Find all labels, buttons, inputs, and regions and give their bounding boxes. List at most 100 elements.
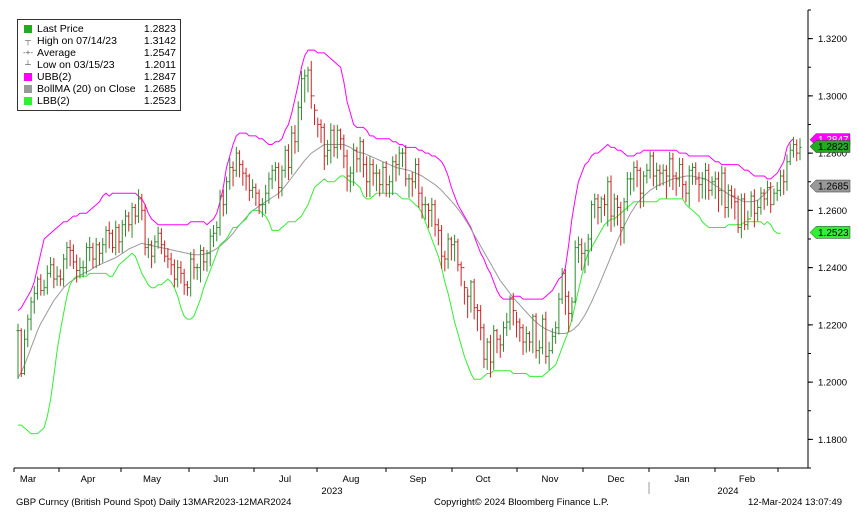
ohlc-bar [518,318,522,342]
ohlc-bar [189,251,193,297]
ohlc-bar [765,180,769,206]
ohlc-bar [270,164,274,190]
x-month-label: Dec [608,474,625,485]
ohlc-bar [342,134,346,169]
ohlc-bar [52,257,56,289]
ohlc-bar [348,166,352,193]
ohlc-bar [638,167,642,209]
ohlc-bar [599,196,603,223]
y-tick-label: 1.2800 [818,149,847,160]
ohlc-bar [81,260,85,278]
legend-label: Last Price [37,23,84,35]
ohlc-bar [661,164,665,186]
ohlc-bar [466,287,470,319]
ohlc-bar [648,151,652,179]
ohlc-bar [795,139,799,162]
ohlc-bar [195,263,199,280]
ohlc-bar [769,182,773,213]
ohlc-bar [400,147,404,168]
ohlc-bar [218,189,222,236]
ohlc-bar [625,172,629,211]
ohlc-bar [68,239,72,267]
ohlc-bar [717,171,721,213]
ohlc-bar [475,303,479,332]
ohlc-bar [573,240,577,304]
ohlc-bar [231,161,235,187]
ohlc-bar [505,312,509,337]
ohlc-bar [23,329,27,375]
ohlc-bar [299,70,303,121]
ohlc-bar [182,268,186,295]
ohlc-bar [404,145,408,187]
y-tick-label: 1.1800 [818,435,847,446]
chart-legend: Last Price 1.2823 ┬ High on 07/14/23 1.3142-… [17,19,181,111]
ohlc-bar [515,310,519,338]
ohlc-bar [501,321,505,352]
ohlc-bar [146,238,150,259]
ohlc-bar [153,235,157,264]
ohlc-bar [603,194,606,216]
ohlc-bar [756,199,760,222]
ohlc-bar [430,197,434,227]
ohlc-bar [687,165,691,207]
ohlc-bar [563,269,567,315]
ohlc-bar [241,160,245,186]
ohlc-bar [746,210,750,230]
ohlc-bar [212,224,215,248]
legend-row: -+- Average 1.2547 [22,47,176,59]
ohlc-bar [316,109,320,138]
y-tick-label: 1.3000 [818,91,847,102]
ohlc-bar [391,156,395,196]
ohlc-bar [681,157,685,199]
legend-label: UBB(2) [37,71,72,83]
ohlc-bar [427,203,431,229]
ohlc-bar [378,169,382,197]
legend-color-swatch [22,97,34,105]
ohlc-bar [589,200,593,252]
ohlc-bar [358,136,362,173]
legend-row: Last Price 1.2823 [22,23,176,35]
y-tick-label: 1.2400 [818,263,847,274]
price-bars [16,60,802,379]
ohlc-bar [596,194,600,225]
ohlc-bar [778,169,782,197]
legend-marker-icon: ┬ [25,36,31,45]
ohlc-bar [156,226,160,249]
legend-color-swatch [22,25,34,33]
ohlc-bar [120,219,124,253]
ohlc-bar [410,172,414,197]
ohlc-bar [374,164,378,192]
ohlc-bar [355,146,359,173]
legend-value: 1.2523 [143,95,176,107]
ohlc-bar [720,165,724,206]
ohlc-bar [668,151,672,187]
x-month-label: Aug [343,474,360,485]
ohlc-bar [75,254,79,283]
ohlc-bar [788,143,792,166]
price-badge: 1.2823 [809,140,851,153]
ohlc-bar [694,162,698,185]
ohlc-bar [264,184,268,215]
legend-value: 1.2547 [143,47,176,59]
ohlc-bar [531,313,535,354]
legend-row: BollMA (20) on Close 1.2685 [22,83,176,95]
ohlc-bar [335,124,339,159]
ohlc-bar [397,146,401,176]
ohlc-bar [645,163,649,184]
legend-label: BollMA (20) on Close [37,83,136,95]
ohlc-bar [544,311,548,364]
legend-label: LBB(2) [37,95,70,107]
ohlc-bar [221,189,225,217]
ohlc-bar [228,157,232,190]
ohlc-bar [254,183,258,206]
legend-value: 1.2847 [143,71,176,83]
ohlc-bar [456,238,460,272]
ohlc-bar [104,226,108,253]
lower-band-line [18,175,781,435]
ohlc-bar [303,69,307,103]
ohlc-bar [62,253,66,287]
ohlc-bar [492,325,496,370]
ohlc-bar [736,195,740,233]
ohlc-bar [655,162,659,191]
ohlc-bar [280,165,284,197]
